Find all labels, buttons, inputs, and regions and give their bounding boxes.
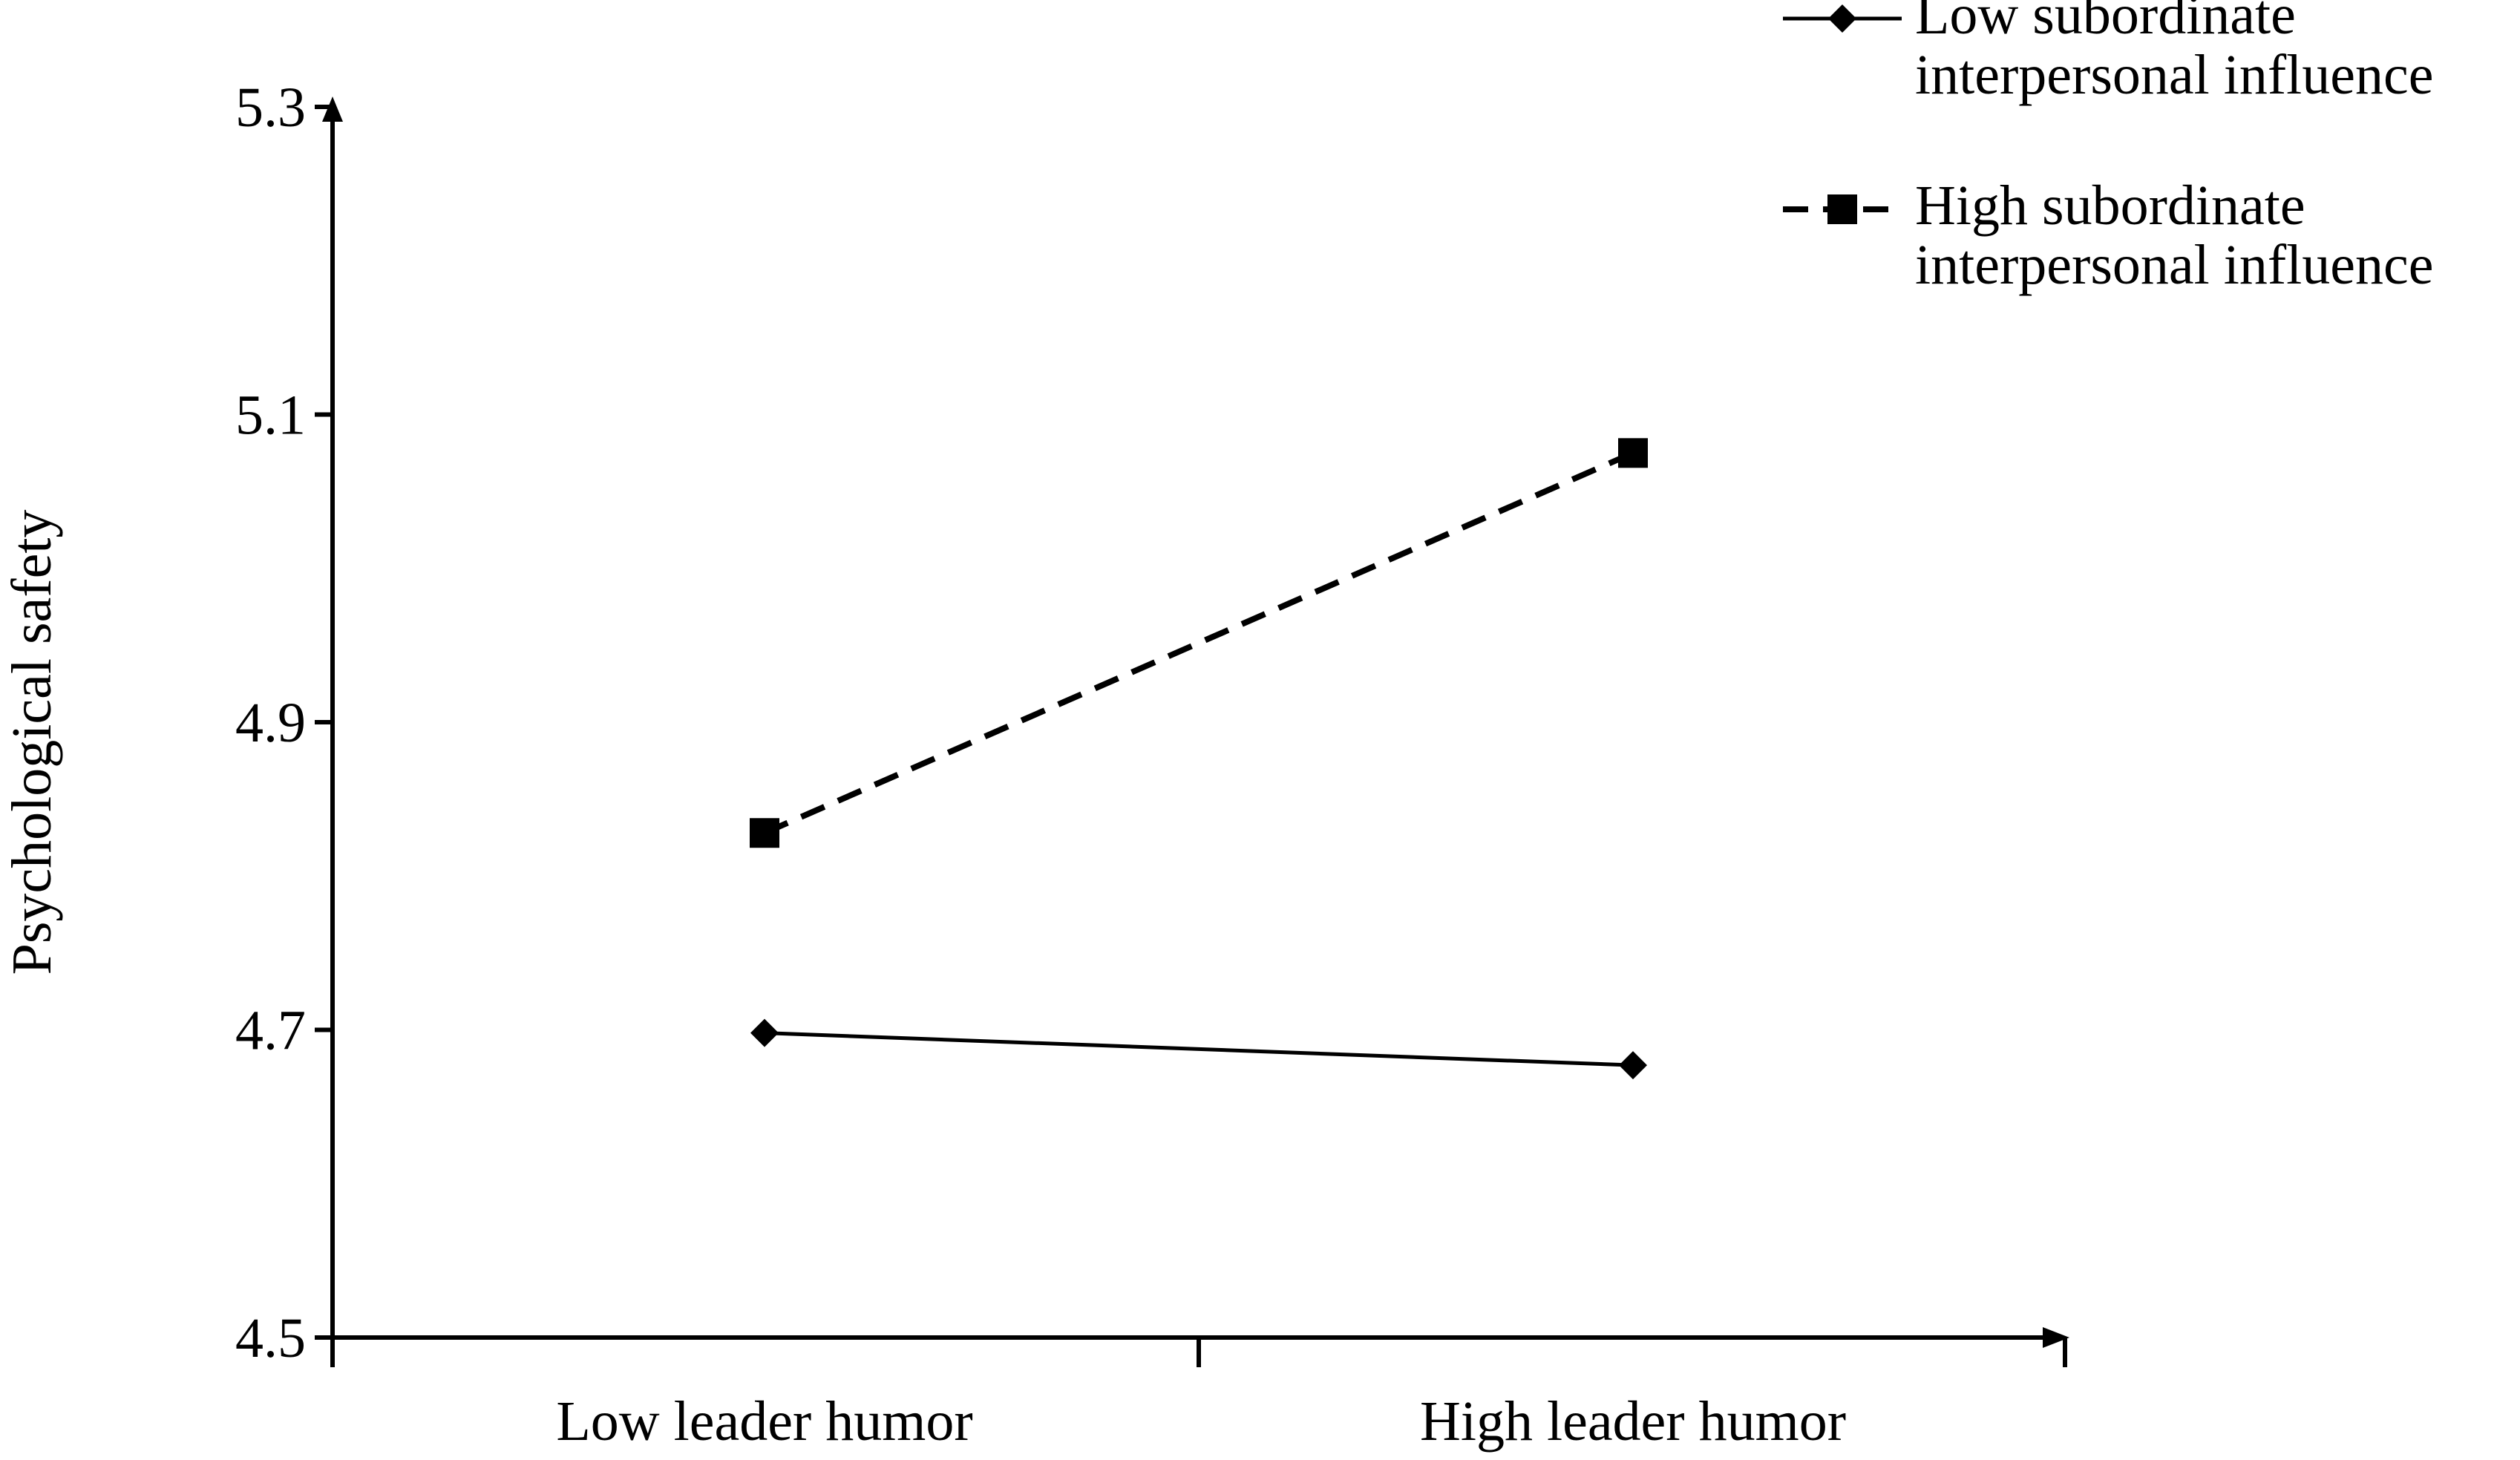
series-line-low-influence <box>764 1031 1634 1067</box>
legend-label-line: High subordinate <box>1915 174 2305 237</box>
y-tick-label: 4.9 <box>235 692 306 754</box>
legend-marker <box>1827 194 1857 224</box>
x-axis-arrow <box>2043 1327 2069 1348</box>
legend-label-line: interpersonal influence <box>1915 234 2433 296</box>
data-point-square-marker <box>750 818 779 848</box>
y-axis-title: Psychological safety <box>1 510 63 975</box>
legend-marker <box>1828 4 1856 33</box>
legend-label-line: Low subordinate <box>1915 0 2296 46</box>
series-markers <box>750 438 1648 1080</box>
data-point-square-marker <box>1618 438 1648 468</box>
data-point-diamond-marker <box>1619 1051 1647 1080</box>
x-axis-ticks: Low leader humor High leader humor <box>330 1338 2067 1453</box>
x-category-label: High leader humor <box>1420 1390 1846 1453</box>
y-tick-label: 5.3 <box>235 76 306 139</box>
data-point-diamond-marker <box>750 1018 779 1047</box>
y-tick-label: 5.1 <box>235 384 306 447</box>
legend-label-line: interpersonal influence <box>1915 44 2433 106</box>
y-tick-label: 4.7 <box>235 1000 306 1062</box>
series-lines <box>763 450 1634 1067</box>
axes <box>322 96 2069 1348</box>
x-category-label: Low leader humor <box>556 1390 972 1453</box>
series-line-high-influence <box>763 450 1634 836</box>
y-tick-label: 4.5 <box>235 1307 306 1369</box>
y-axis-ticks: 4.5 4.7 4.9 5.1 5.3 <box>235 76 333 1369</box>
